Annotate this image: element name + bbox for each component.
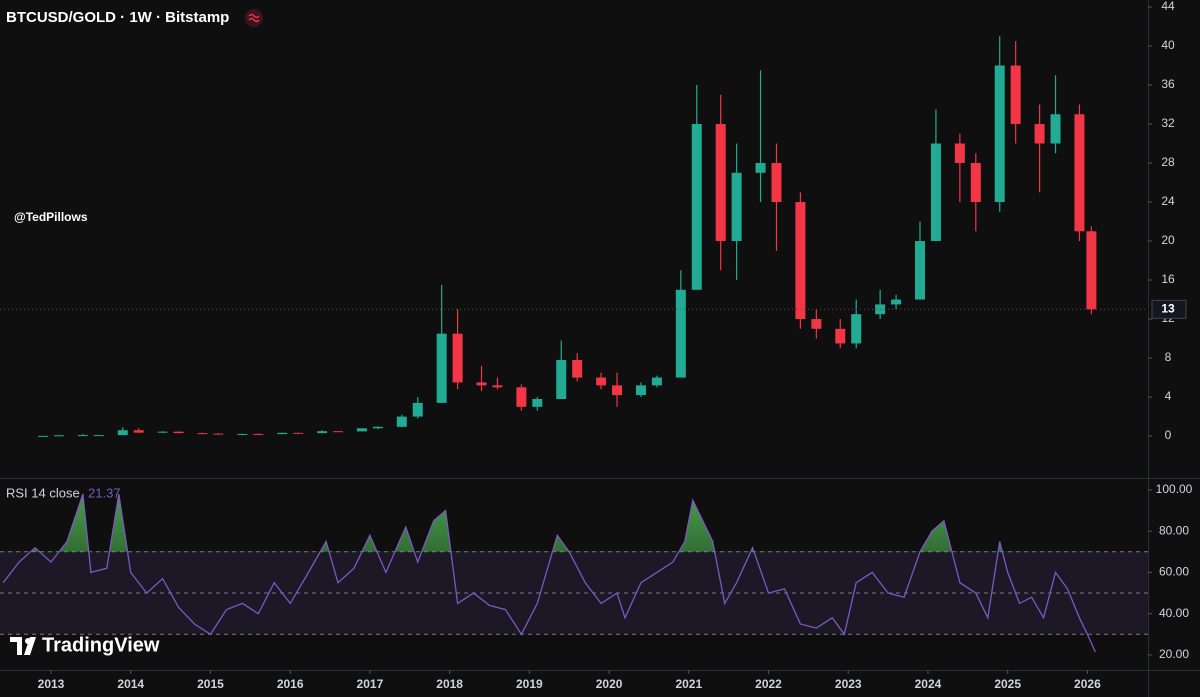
candle-body: [38, 435, 49, 437]
candle-body: [293, 432, 304, 434]
candle-body: [77, 435, 88, 437]
y-tick-label: 28: [1161, 155, 1175, 169]
candle-body: [237, 433, 248, 435]
x-tick-label: 2015: [197, 677, 224, 691]
x-tick-label: 2017: [357, 677, 384, 691]
candle-body: [476, 382, 487, 386]
x-tick-label: 2024: [915, 677, 942, 691]
x-tick-label: 2014: [117, 677, 144, 691]
candle-body: [970, 163, 981, 203]
candle-body: [356, 428, 367, 432]
x-tick-label: 2026: [1074, 677, 1101, 691]
candle-body: [994, 65, 1005, 203]
chart-title: BTCUSD/GOLD · 1W · Bitstamp: [6, 9, 229, 26]
candle-body: [715, 124, 726, 242]
candle-body: [372, 426, 383, 429]
y-tick-label: 100.00: [1156, 482, 1193, 496]
overbought-fill: [3, 494, 1096, 552]
candle-body: [930, 143, 941, 242]
y-tick-label: 40: [1161, 38, 1175, 52]
y-tick-label: 40.00: [1159, 606, 1189, 620]
x-tick-label: 2018: [436, 677, 463, 691]
candle-body: [755, 163, 766, 173]
candle-body: [133, 430, 144, 433]
candle-body: [771, 163, 782, 203]
y-tick-label: 8: [1165, 350, 1172, 364]
candle-body: [157, 431, 168, 433]
candle-body: [851, 314, 862, 344]
candle-body: [117, 430, 128, 436]
candle-body: [396, 416, 407, 427]
candle-body: [1050, 114, 1061, 144]
candle-body: [213, 433, 224, 435]
candle-body: [691, 124, 702, 290]
last-price-label: 13: [1161, 301, 1175, 315]
candle-body: [93, 435, 104, 437]
source-icon: [245, 9, 263, 27]
last-price-box: [1151, 299, 1187, 319]
candle-body: [1086, 231, 1097, 310]
x-tick-label: 2022: [755, 677, 782, 691]
x-tick-label: 2023: [835, 677, 862, 691]
rsi-current: 21.37: [88, 485, 121, 500]
y-tick-label: 4: [1165, 389, 1172, 403]
x-tick-label: 2013: [38, 677, 65, 691]
y-tick-label: 20: [1161, 233, 1175, 247]
x-tick-label: 2021: [675, 677, 702, 691]
candle-body: [835, 328, 846, 344]
candle-body: [811, 319, 822, 329]
x-tick-label: 2019: [516, 677, 543, 691]
candle-body: [277, 432, 288, 435]
y-tick-label: 36: [1161, 77, 1175, 91]
candle-body: [412, 402, 423, 417]
candle-body: [635, 385, 646, 396]
candle-body: [452, 333, 463, 383]
x-tick-label: 2025: [994, 677, 1021, 691]
y-tick-label: 0: [1165, 428, 1172, 442]
x-tick-label: 2020: [596, 677, 623, 691]
candle-body: [675, 289, 686, 378]
candle-body: [651, 377, 662, 386]
candle-body: [612, 385, 623, 396]
rsi-title: RSI 14 close: [6, 485, 80, 500]
y-tick-label: 80.00: [1159, 523, 1189, 537]
candle-body: [954, 143, 965, 164]
candle-body: [532, 399, 543, 407]
candle-body: [516, 387, 527, 407]
candle-body: [795, 202, 806, 320]
candle-body: [596, 377, 607, 386]
brand-logo: [10, 637, 36, 655]
y-tick-label: 24: [1161, 194, 1175, 208]
candle-body: [914, 241, 925, 300]
candle-body: [197, 433, 208, 435]
candle-body: [253, 433, 264, 435]
candle-body: [1074, 114, 1085, 232]
rsi-line: [2, 493, 1096, 653]
brand-name: TradingView: [42, 634, 160, 656]
y-tick-label: 32: [1161, 116, 1175, 130]
y-tick-label: 60.00: [1159, 565, 1189, 579]
candle-body: [556, 360, 567, 400]
candle-body: [891, 299, 902, 305]
y-tick-label: 16: [1161, 272, 1175, 286]
candle-body: [53, 435, 64, 437]
y-tick-label: 20.00: [1159, 647, 1189, 661]
candle-body: [731, 172, 742, 242]
candle-body: [572, 360, 583, 378]
annotation: @TedPillows: [14, 210, 88, 224]
x-tick-label: 2016: [277, 677, 304, 691]
y-tick-label: 44: [1161, 0, 1175, 13]
candle-body: [436, 333, 447, 403]
candle-body: [492, 385, 503, 388]
candle-body: [173, 431, 184, 434]
overbought-area: [3, 494, 1096, 552]
candle-body: [1034, 124, 1045, 144]
candle-body: [1010, 65, 1021, 125]
candle-body: [333, 431, 344, 433]
candle-body: [317, 431, 328, 434]
